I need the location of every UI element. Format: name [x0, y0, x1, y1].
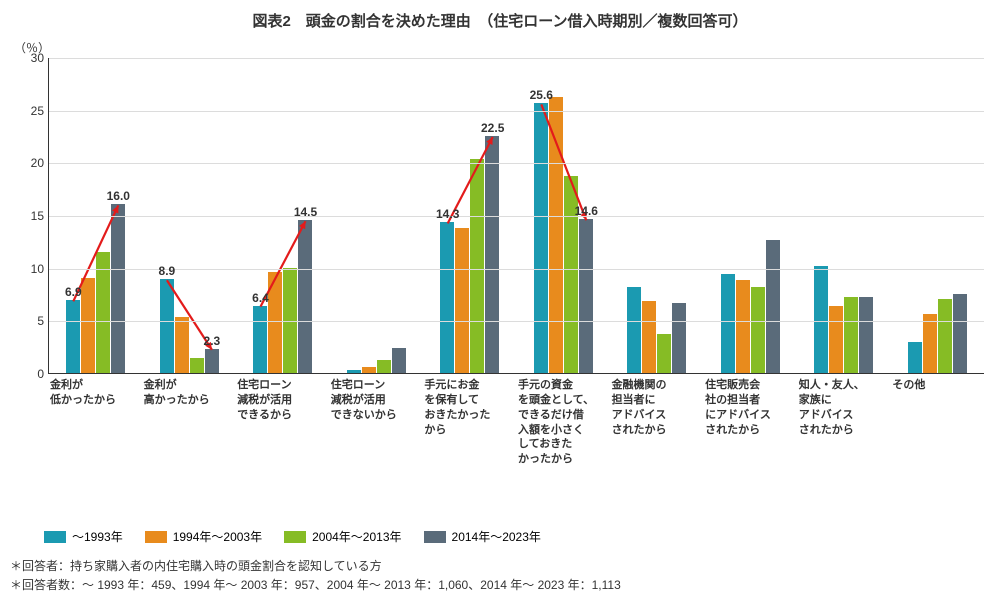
x-tick-label: 金融機関の担当者にアドバイスされたから: [610, 378, 704, 467]
y-tick-label: 5: [14, 314, 44, 328]
chart-title: 図表2 頭金の割合を決めた理由 （住宅ローン借入時期別／複数回答可）: [10, 10, 990, 31]
gridline: [49, 163, 984, 164]
y-tick-label: 0: [14, 367, 44, 381]
legend-item: 2014年～2023年: [424, 528, 541, 545]
x-axis-labels: 金利が低かったから金利が高かったから住宅ローン減税が活用できるから住宅ローン減税…: [48, 378, 984, 467]
legend-swatch: [284, 531, 306, 543]
legend-swatch: [145, 531, 167, 543]
value-label: 14.3: [436, 207, 459, 221]
legend: ～1993年 1994年～2003年 2004年～2013年 2014年～2023年: [44, 528, 990, 545]
footnote-line: ＊回答者：持ち家購入者の内住宅購入時の頭金割合を認知している方: [10, 557, 990, 576]
footnote-line: ＊回答者数：～ 1993 年：459、1994 年～ 2003 年：957、20…: [10, 576, 990, 595]
value-label: 6.4: [252, 291, 269, 305]
legend-swatch: [44, 531, 66, 543]
x-tick-label: 金利が高かったから: [142, 378, 236, 467]
value-label: 14.5: [294, 205, 317, 219]
legend-item: ～1993年: [44, 528, 123, 545]
x-tick-label: 住宅販売会社の担当者にアドバイスされたから: [703, 378, 797, 467]
x-tick-label: 知人・友人、家族にアドバイスされたから: [797, 378, 891, 467]
value-label: 25.6: [530, 88, 553, 102]
value-label: 14.6: [575, 204, 598, 218]
y-axis-unit: （％）: [14, 39, 990, 56]
legend-label: ～1993年: [72, 528, 123, 545]
legend-label: 2014年～2023年: [452, 528, 541, 545]
legend-label: 2004年～2013年: [312, 528, 401, 545]
value-label: 8.9: [159, 264, 176, 278]
y-tick-label: 10: [14, 262, 44, 276]
value-label: 2.3: [204, 334, 221, 348]
footnotes: ＊回答者：持ち家購入者の内住宅購入時の頭金割合を認知している方＊回答者数：～ 1…: [10, 557, 990, 595]
y-tick-label: 30: [14, 51, 44, 65]
gridline: [49, 269, 984, 270]
x-tick-label: 金利が低かったから: [48, 378, 142, 467]
value-label: 16.0: [107, 189, 130, 203]
legend-item: 1994年～2003年: [145, 528, 262, 545]
x-tick-label: 住宅ローン減税が活用できないから: [329, 378, 423, 467]
legend-swatch: [424, 531, 446, 543]
x-tick-label: その他: [890, 378, 984, 467]
gridline: [49, 58, 984, 59]
value-label: 22.5: [481, 121, 504, 135]
chart: 6.9 16.0 8.9 2.3 6.4 14.5 14.3 22.5 25.6 14.6 0 5 1…: [14, 58, 984, 438]
legend-label: 1994年～2003年: [173, 528, 262, 545]
gridline: [49, 111, 984, 112]
x-tick-label: 手元にお金を保有しておきたかったから: [422, 378, 516, 467]
legend-item: 2004年～2013年: [284, 528, 401, 545]
x-tick-label: 住宅ローン減税が活用できるから: [235, 378, 329, 467]
y-tick-label: 20: [14, 156, 44, 170]
gridline: [49, 216, 984, 217]
y-tick-label: 15: [14, 209, 44, 223]
plot-area: 6.9 16.0 8.9 2.3 6.4 14.5 14.3 22.5 25.6 14.6: [48, 58, 984, 374]
gridline: [49, 321, 984, 322]
y-tick-label: 25: [14, 104, 44, 118]
x-tick-label: 手元の資金を頭金として、できるだけ借入額を小さくしておきたかったから: [516, 378, 610, 467]
value-label: 6.9: [65, 285, 82, 299]
